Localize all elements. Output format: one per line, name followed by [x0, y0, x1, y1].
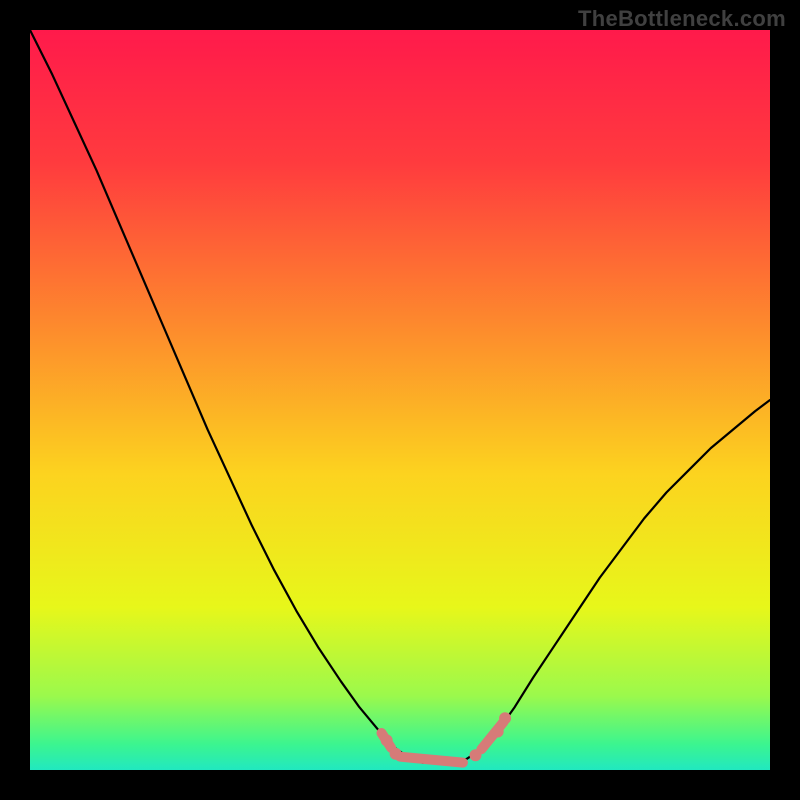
highlight-dot	[499, 712, 511, 724]
highlight-dot	[469, 749, 481, 761]
plot-background-gradient	[30, 30, 770, 770]
highlight-dot	[381, 734, 393, 746]
highlight-dot	[390, 748, 402, 760]
highlight-dot	[492, 726, 504, 738]
highlight-segment	[400, 757, 463, 763]
watermark-text: TheBottleneck.com	[578, 6, 786, 32]
bottleneck-chart	[0, 0, 800, 800]
